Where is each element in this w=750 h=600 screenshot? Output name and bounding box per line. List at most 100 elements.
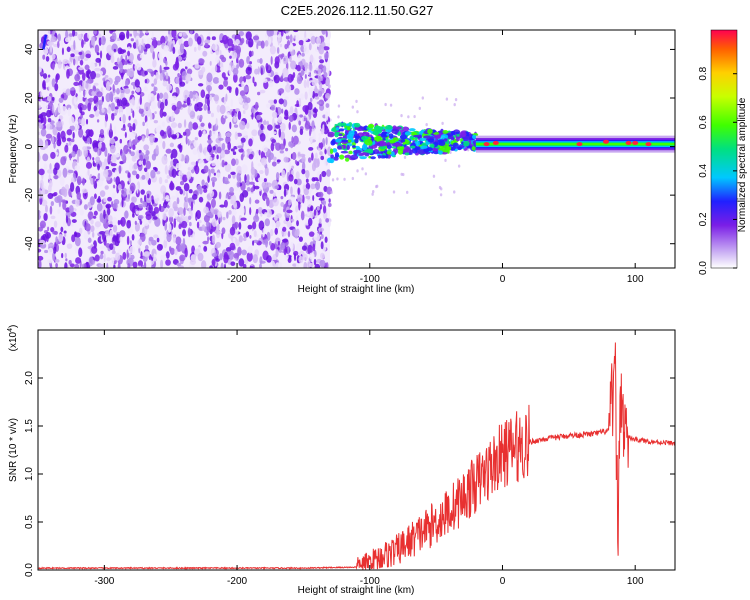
spectrogram-noise-cell — [51, 53, 56, 60]
spectrogram-noise-cell — [62, 220, 67, 229]
spectrogram-noise-cell — [325, 262, 329, 268]
spectrogram-signal-cell — [331, 127, 337, 132]
spectrogram-noise-cell — [222, 34, 229, 45]
spectrogram-noise-cell — [292, 30, 299, 33]
spectrogram-signal-cell — [340, 150, 349, 154]
spectrogram-noise-cell — [160, 259, 164, 268]
spectrogram-noise-cell — [68, 205, 74, 214]
spectrogram-noise-cell — [143, 144, 150, 151]
spectrogram-noise-cell — [284, 43, 288, 50]
spectrogram-noise-cell — [100, 141, 106, 152]
spectrogram-noise-cell — [189, 30, 193, 35]
spectrogram-noise-cell — [296, 178, 302, 186]
spectrogram-noise-cell — [46, 109, 52, 118]
spectrogram-noise-cell — [87, 168, 90, 176]
spectrogram-noise-cell — [117, 183, 122, 191]
spectrogram-sparse-cell — [449, 150, 452, 155]
spectrogram-sparse-cell — [457, 164, 461, 168]
spectrogram-noise-cell — [204, 42, 209, 48]
spectrogram-noise-cell — [278, 31, 282, 36]
spectrogram-noise-cell — [309, 54, 314, 64]
spectrogram-noise-cell — [107, 152, 111, 163]
spectrogram-noise-cell — [165, 259, 171, 266]
spectrogram-noise-cell — [248, 138, 253, 147]
spectrogram-noise-cell — [207, 86, 211, 97]
spectrogram-noise-cell — [48, 174, 51, 180]
spectrogram-noise-cell — [325, 43, 331, 47]
spectrogram-noise-cell — [234, 112, 237, 118]
snr-exponent-close: ) — [8, 325, 19, 328]
spectrogram-noise-cell — [119, 111, 124, 117]
spectrogram-noise-cell — [195, 209, 202, 220]
spectrogram-signal-cell — [409, 136, 414, 140]
spectrogram-noise-cell — [163, 239, 168, 249]
spectrogram-noise-cell — [235, 87, 239, 96]
spectrogram-noise-cell — [215, 229, 221, 239]
spectrogram-noise-cell — [144, 194, 147, 203]
spectrogram-noise-cell — [237, 110, 242, 120]
spectrogram-noise-cell — [131, 90, 135, 95]
spectrogram-noise-cell — [238, 31, 245, 37]
spectrogram-signal-cell — [442, 129, 449, 134]
spectrogram-noise-cell — [213, 94, 220, 102]
spectrogram-noise-cell — [252, 221, 257, 230]
spectrogram-noise-cell — [66, 46, 71, 53]
spectrogram-noise-cell — [244, 150, 248, 157]
spectrogram-noise-cell — [110, 163, 117, 167]
spectrogram-noise-cell — [160, 254, 167, 261]
spectrogram-noise-cell — [177, 144, 182, 149]
spectrogram-noise-cell — [53, 220, 58, 228]
spectrogram-noise-cell — [277, 116, 283, 123]
spectrogram-noise-cell — [217, 211, 222, 218]
spectrogram-noise-cell — [162, 81, 168, 87]
spectrogram-noise-cell — [176, 197, 180, 205]
spectrogram-noise-cell — [296, 100, 299, 108]
spectrogram-noise-cell — [265, 208, 272, 218]
spectrogram-noise-cell — [132, 122, 136, 132]
spectrogram-noise-cell — [262, 228, 265, 238]
spectrogram-signal-cell — [387, 148, 392, 152]
spectrogram-noise-cell — [38, 152, 41, 162]
spectrogram-noise-cell — [110, 54, 115, 64]
spectrogram-signal-cell — [364, 139, 373, 146]
spectrogram-noise-cell — [246, 56, 250, 65]
spectrogram-noise-cell — [319, 173, 322, 183]
spectrogram-noise-cell — [195, 160, 198, 168]
spectrogram-noise-cell — [230, 148, 235, 152]
spectrogram-sparse-cell — [384, 102, 387, 107]
spectrogram-noise-cell — [79, 209, 84, 216]
spectrogram-noise-cell — [232, 67, 239, 76]
spectrogram-signal-cell — [375, 135, 381, 139]
spectrogram-noise-cell — [225, 93, 228, 102]
spectrogram-noise-cell — [146, 68, 153, 73]
spectrogram-noise-cell — [257, 177, 264, 183]
spectrogram-signal-cell — [357, 128, 362, 132]
spectrogram-noise-cell — [143, 51, 147, 55]
colorbar-tick-label: 0.6 — [698, 115, 709, 129]
spectrogram-noise-cell — [271, 161, 277, 167]
spectrogram-noise-cell — [206, 212, 213, 217]
spectrogram-noise-cell — [105, 203, 112, 209]
spectrogram-noise-cell — [129, 125, 133, 133]
spectrogram-noise-cell — [291, 136, 294, 144]
spectrogram-noise-cell — [116, 57, 120, 65]
spectrogram-noise-cell — [159, 108, 164, 119]
spectrogram-noise-cell — [42, 153, 49, 162]
spectrogram-noise-cell — [238, 235, 243, 243]
snr-ytick-label: 2.0 — [24, 371, 35, 385]
spectrogram-noise-cell — [94, 254, 100, 262]
spectrogram-noise-cell — [113, 198, 120, 205]
spectrogram-noise-cell — [211, 258, 216, 267]
spectrogram-noise-cell — [94, 221, 102, 228]
spectrogram-noise-cell — [134, 222, 140, 232]
spectrogram-signal-cell — [410, 145, 416, 149]
spectrogram-noise-cell — [186, 171, 192, 180]
spectrogram-noise-cell — [144, 79, 148, 84]
spectrogram-noise-cell — [106, 262, 109, 268]
spectrogram-noise-cell — [175, 162, 182, 169]
spectrogram-noise-cell — [247, 78, 254, 84]
spectrogram-noise-cell — [241, 130, 248, 137]
spectrogram-noise-cell — [293, 253, 297, 262]
spectrogram-noise-cell — [321, 234, 324, 239]
spectrogram-xtick-label: 100 — [627, 274, 644, 285]
